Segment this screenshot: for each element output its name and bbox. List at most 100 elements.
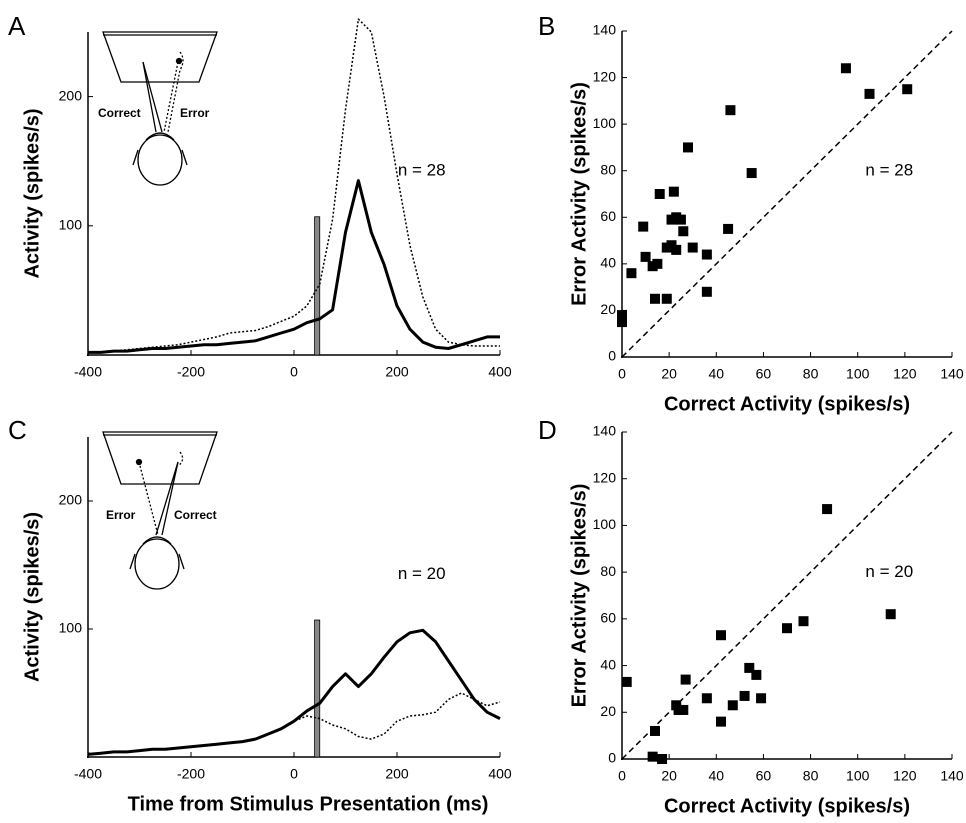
point bbox=[756, 693, 767, 704]
x-tick-label: -400 bbox=[74, 364, 102, 380]
x-tick-label: 140 bbox=[940, 768, 964, 784]
stimulus-marker bbox=[314, 619, 321, 758]
identity-line bbox=[621, 431, 953, 760]
point bbox=[650, 293, 660, 304]
x-tick-label: 200 bbox=[385, 364, 409, 380]
y-axis-label: Error Activity (spikes/s) bbox=[568, 82, 590, 306]
panel-letter: D bbox=[538, 415, 557, 445]
x-tick-label: 100 bbox=[846, 768, 870, 784]
y-tick-label: 100 bbox=[59, 217, 83, 233]
y-tick-label: 40 bbox=[600, 656, 616, 672]
series-line bbox=[88, 179, 500, 354]
x-tick-label: 80 bbox=[803, 768, 819, 784]
y-tick-label: 100 bbox=[593, 115, 617, 131]
x-tick-label: 20 bbox=[661, 366, 677, 382]
point bbox=[727, 700, 738, 711]
annotation: n = 28 bbox=[398, 160, 446, 179]
y-tick-label: 120 bbox=[593, 68, 617, 84]
point bbox=[840, 63, 851, 74]
inset-label: Error bbox=[106, 508, 136, 522]
inset-label: Error bbox=[180, 106, 210, 120]
x-tick-label: 140 bbox=[940, 366, 964, 382]
y-axis-label: Error Activity (spikes/s) bbox=[568, 484, 590, 708]
point bbox=[798, 616, 809, 627]
point bbox=[701, 286, 712, 297]
point bbox=[822, 504, 833, 515]
y-tick-label: 60 bbox=[600, 610, 616, 626]
x-tick-label: 0 bbox=[618, 768, 626, 784]
x-tick-label: 100 bbox=[846, 366, 870, 382]
x-tick-label: 20 bbox=[661, 768, 677, 784]
x-tick-label: 0 bbox=[618, 366, 626, 382]
series-line bbox=[88, 692, 501, 754]
point bbox=[683, 142, 693, 153]
point bbox=[680, 674, 691, 685]
annotation: n = 20 bbox=[398, 564, 446, 583]
point bbox=[746, 168, 757, 179]
panel-letter: C bbox=[8, 415, 27, 445]
point bbox=[675, 214, 686, 225]
point bbox=[652, 258, 663, 269]
point bbox=[723, 223, 734, 234]
y-tick-label: 200 bbox=[59, 492, 83, 508]
y-tick-label: 100 bbox=[593, 516, 617, 532]
point bbox=[716, 716, 726, 727]
y-tick-label: 200 bbox=[59, 87, 83, 103]
point bbox=[902, 84, 913, 95]
y-tick-label: 140 bbox=[593, 423, 617, 439]
x-axis-label: Time from Stimulus Presentation (ms) bbox=[128, 793, 489, 815]
inset-label: Correct bbox=[98, 106, 141, 120]
point bbox=[671, 244, 682, 255]
point bbox=[621, 676, 632, 687]
point bbox=[638, 221, 649, 232]
x-tick-label: -400 bbox=[74, 766, 102, 782]
x-tick-label: 40 bbox=[708, 366, 724, 382]
panel-letter: B bbox=[538, 11, 555, 41]
point bbox=[668, 186, 679, 197]
series-line bbox=[88, 18, 500, 354]
y-tick-label: 120 bbox=[593, 469, 617, 485]
point bbox=[701, 249, 712, 260]
point bbox=[739, 690, 750, 701]
y-tick-label: 60 bbox=[600, 208, 616, 224]
x-tick-label: 60 bbox=[756, 768, 772, 784]
x-tick-label: 60 bbox=[756, 366, 772, 382]
y-axis-label: Activity (spikes/s) bbox=[21, 108, 43, 278]
x-tick-label: 80 bbox=[803, 366, 819, 382]
y-tick-label: 40 bbox=[600, 255, 616, 271]
point bbox=[701, 693, 712, 704]
x-axis-label: Correct Activity (spikes/s) bbox=[664, 393, 910, 415]
inset-diagram bbox=[102, 431, 218, 590]
x-tick-label: 0 bbox=[290, 766, 298, 782]
x-tick-label: 120 bbox=[893, 366, 917, 382]
point bbox=[751, 669, 762, 680]
point bbox=[650, 725, 660, 736]
series-line bbox=[87, 628, 501, 756]
point bbox=[626, 268, 637, 279]
x-tick-label: 400 bbox=[488, 766, 512, 782]
point bbox=[640, 251, 651, 262]
panel-letter: A bbox=[8, 11, 26, 41]
y-tick-label: 20 bbox=[600, 703, 616, 719]
inset-diagram bbox=[102, 31, 218, 186]
point bbox=[725, 105, 736, 116]
point bbox=[617, 310, 627, 321]
x-tick-label: -200 bbox=[177, 364, 205, 380]
annotation: n = 20 bbox=[865, 562, 913, 581]
x-tick-label: 400 bbox=[488, 364, 512, 380]
inset-label: Correct bbox=[174, 508, 217, 522]
x-tick-label: 200 bbox=[385, 766, 409, 782]
point bbox=[744, 662, 755, 673]
annotation: n = 28 bbox=[865, 161, 913, 180]
y-tick-label: 80 bbox=[600, 161, 616, 177]
y-tick-label: 80 bbox=[600, 563, 616, 579]
stimulus-marker bbox=[314, 216, 321, 356]
y-tick-label: 140 bbox=[593, 22, 617, 38]
point bbox=[687, 242, 698, 253]
point bbox=[716, 630, 726, 641]
x-tick-label: 40 bbox=[708, 768, 724, 784]
point bbox=[678, 704, 689, 715]
point bbox=[678, 226, 689, 237]
